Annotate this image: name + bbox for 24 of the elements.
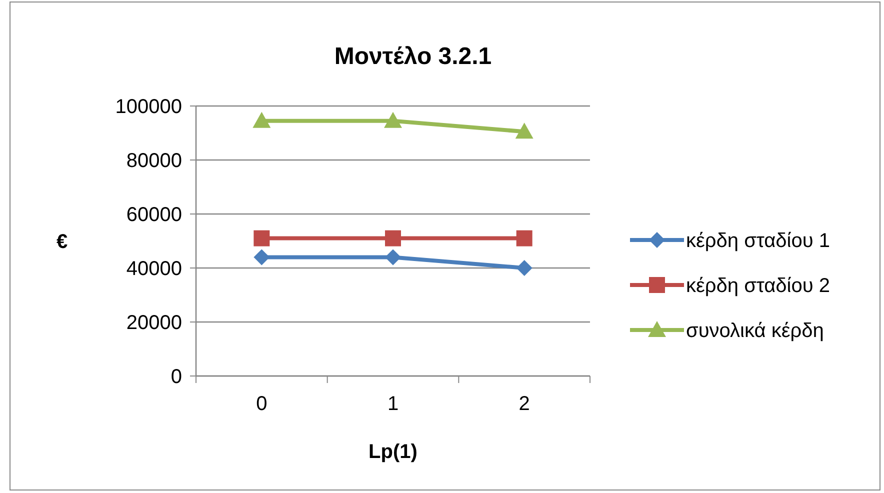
y-tick-label: 0 <box>170 366 182 388</box>
point <box>385 249 401 266</box>
legend-label: κέρδη σταδίου 1 <box>686 230 830 252</box>
point <box>516 260 532 276</box>
point <box>254 230 270 246</box>
x-tick-label: 1 <box>387 393 399 415</box>
point <box>516 230 532 246</box>
legend-label: κέρδη σταδίου 2 <box>686 275 830 297</box>
x-tick-label: 0 <box>256 393 268 415</box>
point <box>384 112 402 128</box>
point <box>254 249 270 266</box>
chart-title: Μοντέλο 3.2.1 <box>334 43 492 70</box>
legend-label: συνολικά κέρδη <box>686 320 824 342</box>
x-axis-title: Lp(1) <box>368 441 418 463</box>
y-axis-title: € <box>56 231 68 253</box>
y-tick-label: 100000 <box>115 96 182 118</box>
y-tick-label: 80000 <box>126 150 182 172</box>
y-tick-label: 40000 <box>126 258 182 280</box>
x-tick-label: 2 <box>518 393 530 415</box>
y-tick-label: 60000 <box>126 204 182 226</box>
point <box>515 122 534 139</box>
point <box>385 230 401 246</box>
point <box>252 112 271 128</box>
y-tick-label: 20000 <box>126 312 182 334</box>
